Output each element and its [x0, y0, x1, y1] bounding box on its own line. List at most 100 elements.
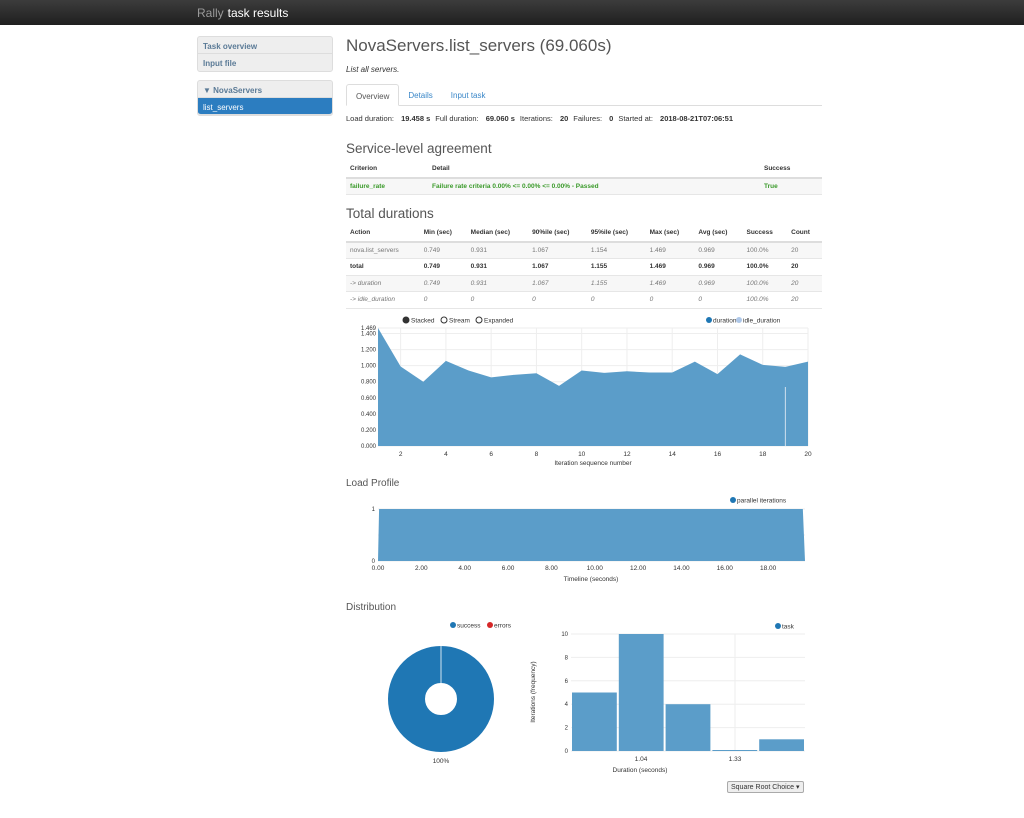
cell: 0 [528, 291, 587, 309]
y-tick-label: 2 [565, 726, 569, 732]
tab-input-task[interactable]: Input task [450, 91, 486, 100]
x-tick-label: 18.00 [760, 565, 777, 572]
cell: 0.931 [466, 258, 529, 276]
table-row: -> idle_duration 0 0 0 0 0 0 100.0% 20 [346, 291, 822, 309]
tab-bar: Overview Details Input task [346, 84, 822, 106]
cell: 0.749 [419, 258, 467, 276]
bin-method-select[interactable]: Square Root Choice ▾ [727, 781, 804, 793]
x-axis-label: Iteration sequence number [554, 460, 632, 467]
mode-label: Expanded [484, 318, 514, 325]
cell: 1.067 [528, 258, 587, 276]
column-header: Avg (sec) [694, 224, 743, 243]
x-tick-label: 2.00 [415, 565, 428, 572]
summary-value: 0 [609, 114, 614, 123]
legend-dot[interactable] [450, 622, 456, 628]
x-tick-label: 0.00 [372, 565, 385, 572]
x-tick-label: 2 [399, 451, 403, 458]
summary-item: Full duration: 69.060 s [435, 114, 515, 123]
legend-dot[interactable] [730, 497, 736, 503]
legend-dot[interactable] [736, 317, 742, 323]
y-tick-label: 4 [565, 702, 569, 708]
cell: 0.969 [694, 275, 743, 292]
summary-label: Full duration: [435, 114, 479, 123]
x-tick-label: 8 [535, 451, 539, 458]
summary-item: Iterations: 20 [520, 114, 568, 123]
legend-dot[interactable] [775, 623, 781, 629]
x-tick-label: 10 [578, 451, 586, 458]
x-tick-label: 8.00 [545, 565, 558, 572]
summary-value: 69.060 s [485, 114, 515, 123]
col-detail: Detail [428, 160, 760, 179]
x-axis-label: Duration (seconds) [613, 767, 668, 774]
y-tick-label: 6 [565, 679, 569, 685]
x-tick-label: 1.33 [729, 756, 742, 763]
y-tick-label: 1.200 [361, 348, 377, 354]
y-tick-label: 1 [372, 507, 376, 513]
histogram-bar [759, 739, 804, 751]
sidebar-item-list-servers[interactable]: list_servers [198, 98, 332, 115]
bin-method-value: Square Root Choice [731, 784, 795, 791]
y-tick-label: 0.000 [361, 444, 377, 450]
sidebar-group-novaservers[interactable]: ▼ NovaServers [198, 81, 332, 98]
legend-label: idle_duration [743, 318, 781, 325]
cell: 1.155 [586, 258, 646, 276]
top-navbar: Rally task results [0, 0, 1024, 25]
x-tick-label: 10.00 [587, 565, 604, 572]
y-tick-label: 1.400 [361, 332, 377, 338]
cell: True [760, 178, 822, 195]
cell: 0 [694, 291, 743, 309]
summary-label: Iterations: [519, 114, 553, 123]
cell: 0.749 [419, 275, 467, 292]
cell: 1.469 [645, 275, 695, 292]
column-header: 95%ile (sec) [586, 224, 646, 243]
sidebar-item-task-overview[interactable]: Task overview [198, 37, 332, 54]
cell: 0.931 [466, 275, 529, 292]
x-tick-label: 14.00 [673, 565, 690, 572]
cell: 1.154 [586, 242, 646, 259]
y-tick-label: 10 [561, 632, 568, 638]
column-header: Action [346, 224, 420, 243]
cell: -> duration [346, 275, 420, 292]
x-tick-label: 16 [714, 451, 722, 458]
cell: 0 [645, 291, 695, 309]
cell: 0.969 [694, 242, 743, 259]
mode-label: Stream [449, 318, 470, 325]
legend-label: success [457, 623, 481, 630]
column-header: 90%ile (sec) [528, 224, 587, 243]
legend-dot[interactable] [487, 622, 493, 628]
y-tick-label: 8 [565, 655, 569, 661]
cell: 20 [787, 258, 822, 276]
distribution-title: Distribution [346, 602, 397, 613]
cell: nova.list_servers [346, 242, 420, 259]
x-axis-label: Timeline (seconds) [564, 576, 619, 583]
duration-area [378, 328, 808, 446]
mode-radio-stream[interactable] [440, 316, 448, 324]
legend-label: errors [494, 623, 512, 630]
legend-label: duration [713, 318, 737, 325]
summary-value: 20 [559, 114, 569, 123]
cell: 0 [586, 291, 646, 309]
sidebar-scenarios: ▼ NovaServers list_servers [197, 80, 333, 116]
legend-label: parallel iterations [737, 498, 787, 505]
x-tick-label: 16.00 [717, 565, 734, 572]
x-tick-label: 6.00 [502, 565, 515, 572]
summary-label: Started at: [618, 114, 653, 123]
mode-radio-expanded[interactable] [475, 316, 483, 324]
x-tick-label: 1.04 [635, 756, 648, 763]
histogram-bar [712, 750, 758, 751]
app-title: task results [227, 6, 289, 20]
sidebar-item-input-file[interactable]: Input file [203, 59, 237, 68]
column-header: Count [787, 224, 822, 243]
cell: failure_rate [346, 178, 428, 195]
cell: 100.0% [742, 242, 788, 259]
tab-overview[interactable]: Overview [346, 84, 400, 106]
mode-radio-stacked[interactable] [402, 316, 410, 324]
cell: 100.0% [742, 275, 788, 292]
legend-dot[interactable] [706, 317, 712, 323]
tab-details[interactable]: Details [408, 91, 433, 100]
col-criterion: Criterion [346, 160, 428, 179]
column-header: Min (sec) [419, 224, 467, 243]
brand-logo: Rally [197, 6, 224, 20]
summary-value: 2018-08-21T07:06:51 [660, 114, 733, 123]
